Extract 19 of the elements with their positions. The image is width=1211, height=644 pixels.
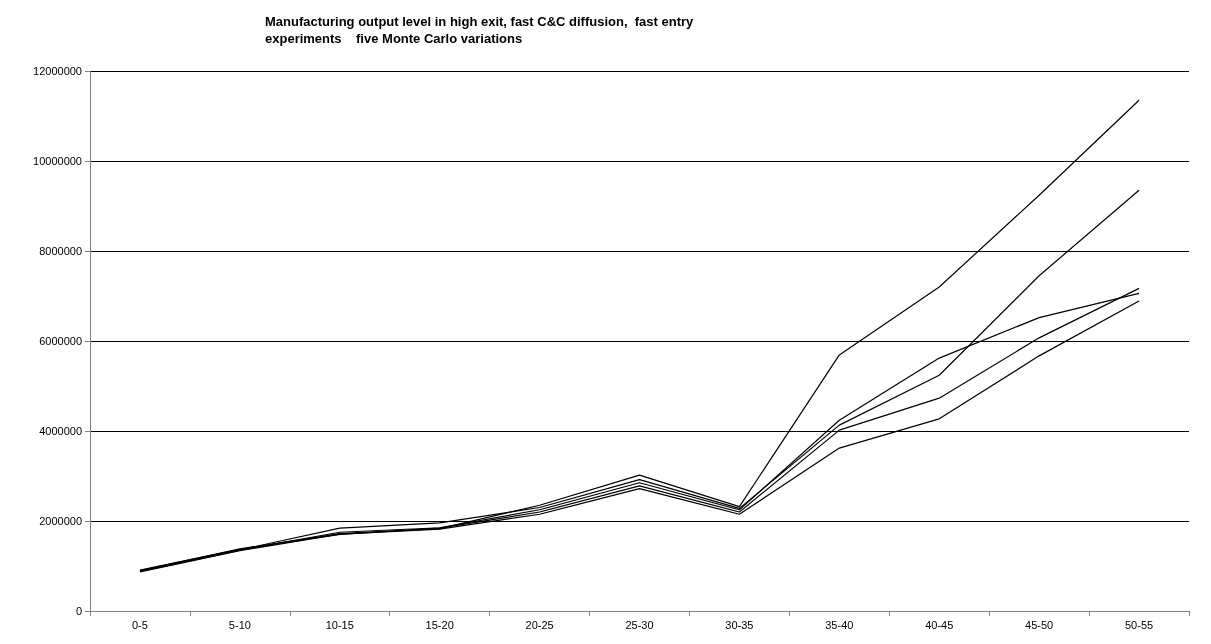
y-tick-label: 0 — [75, 605, 82, 617]
x-tick-label: 45-50 — [1025, 618, 1054, 631]
x-tick-label: 40-45 — [925, 618, 954, 631]
y-tick-label: 2000000 — [39, 515, 82, 527]
x-tick-label: 25-30 — [625, 618, 654, 631]
chart-title: Manufacturing output level in high exit, fast C&C diffusion, fast entry experiments five Monte Carlo variations — [265, 14, 695, 46]
y-tick-label: 4000000 — [39, 425, 82, 437]
x-tick-label: 5-10 — [228, 618, 251, 631]
x-tick-label: 35-40 — [825, 618, 854, 631]
x-tick-label: 0-5 — [132, 618, 148, 631]
x-tick-label: 15-20 — [425, 618, 454, 631]
y-tick-label: 12000000 — [33, 65, 82, 77]
x-tick-label: 50-55 — [1124, 618, 1154, 631]
y-tick-label: 6000000 — [39, 335, 82, 347]
x-tick-label: 30-35 — [725, 618, 754, 631]
y-tick-label: 8000000 — [39, 245, 82, 257]
x-tick-label: 10-15 — [325, 618, 354, 631]
y-tick-label: 10000000 — [33, 155, 82, 167]
x-tick-label: 20-25 — [525, 618, 554, 631]
